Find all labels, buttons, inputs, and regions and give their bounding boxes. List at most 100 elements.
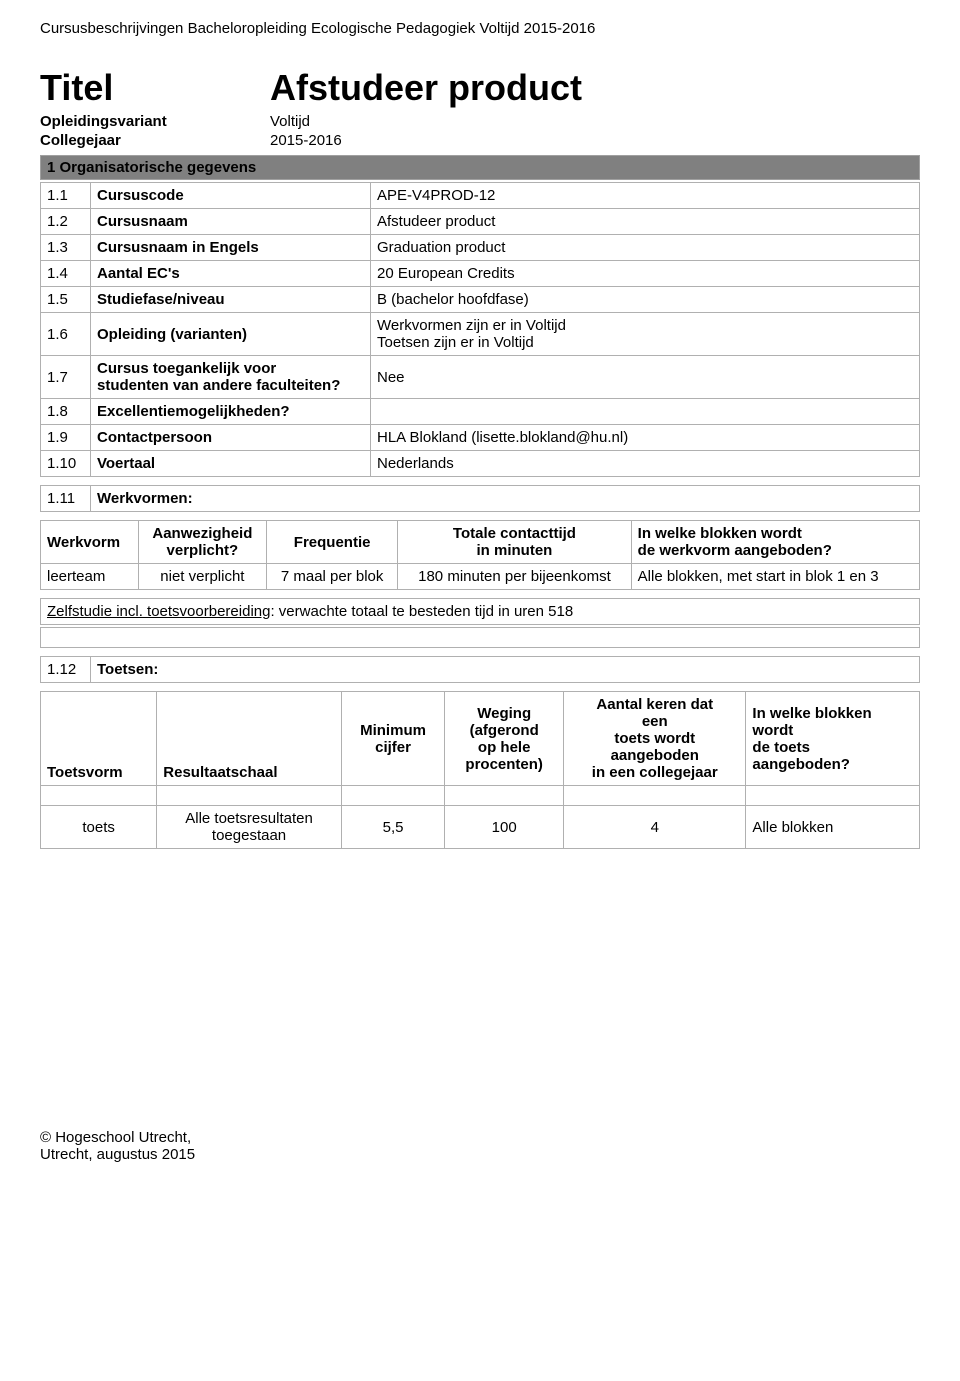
col-header-line: in minuten <box>477 542 553 559</box>
col-header: Aanwezigheid verplicht? <box>138 521 266 564</box>
footer-line1: © Hogeschool Utrecht, <box>40 1129 191 1146</box>
col-header-line: Weging <box>477 705 531 722</box>
cell: 100 <box>445 806 564 849</box>
page-header: Cursusbeschrijvingen Bacheloropleiding E… <box>40 20 920 37</box>
row-label: Voertaal <box>91 451 371 477</box>
row-num: 1.1 <box>41 183 91 209</box>
cell-line: toegestaan <box>212 827 286 844</box>
col-header-line: een <box>642 713 668 730</box>
row-value: B (bachelor hoofdfase) <box>371 287 920 313</box>
row-label-line1: Cursus toegankelijk voor <box>97 360 276 377</box>
table-row: 1.3 Cursusnaam in Engels Graduation prod… <box>41 235 920 261</box>
table-row: 1.5 Studiefase/niveau B (bachelor hoofdf… <box>41 287 920 313</box>
col-header: Aantal keren dat een toets wordt aangebo… <box>564 692 746 786</box>
row-label: Aantal EC's <box>91 261 371 287</box>
row-label: Cursus toegankelijk voor studenten van a… <box>91 356 371 399</box>
col-header: Werkvorm <box>41 521 139 564</box>
cell: 180 minuten per bijeenkomst <box>398 564 631 590</box>
col-header-line: aangeboden? <box>752 756 850 773</box>
col-header: Frequentie <box>267 521 398 564</box>
table-row: 1.11 Werkvormen: <box>41 486 920 512</box>
cell: Alle toetsresultaten toegestaan <box>157 806 342 849</box>
empty-row <box>41 628 920 648</box>
table-row: 1.7 Cursus toegankelijk voor studenten v… <box>41 356 920 399</box>
col-header: Weging (afgerond op hele procenten) <box>445 692 564 786</box>
footer-line2: Utrecht, augustus 2015 <box>40 1146 195 1163</box>
col-header-line: toets wordt <box>614 730 695 747</box>
table-header-row: Werkvorm Aanwezigheid verplicht? Frequen… <box>41 521 920 564</box>
section-1-header: 1 Organisatorische gegevens <box>40 155 920 180</box>
col-header-line: Totale contacttijd <box>453 525 576 542</box>
zelfstudie-row: Zelfstudie incl. toetsvoorbereiding: ver… <box>40 598 920 625</box>
table-row: 1.10 Voertaal Nederlands <box>41 451 920 477</box>
table-row: toets Alle toetsresultaten toegestaan 5,… <box>41 806 920 849</box>
row-num: 1.5 <box>41 287 91 313</box>
row-num: 1.12 <box>41 657 91 683</box>
col-header: Totale contacttijd in minuten <box>398 521 631 564</box>
row-label-line2: studenten van andere faculteiten? <box>97 377 340 394</box>
row-num: 1.2 <box>41 209 91 235</box>
table-row: 1.9 Contactpersoon HLA Blokland (lisette… <box>41 425 920 451</box>
toetsen-table: Toetsvorm Resultaatschaal Minimum cijfer… <box>40 691 920 849</box>
row-value: HLA Blokland (lisette.blokland@hu.nl) <box>371 425 920 451</box>
table-row: 1.12 Toetsen: <box>41 657 920 683</box>
cell: 7 maal per blok <box>267 564 398 590</box>
org-data-table: 1.1 Cursuscode APE-V4PROD-12 1.2 Cursusn… <box>40 182 920 477</box>
col-header-line: Minimum <box>360 722 426 739</box>
row-value-line1: Werkvormen zijn er in Voltijd <box>377 317 566 334</box>
zelfstudie-label: Zelfstudie incl. toetsvoorbereiding <box>47 603 270 620</box>
col-header-line: wordt <box>752 722 793 739</box>
cell-line: Alle toetsresultaten <box>185 810 313 827</box>
table-header-row: Toetsvorm Resultaatschaal Minimum cijfer… <box>41 692 920 786</box>
werkvormen-header-table: 1.11 Werkvormen: <box>40 485 920 512</box>
col-header-line: Aanwezigheid <box>152 525 252 542</box>
row-value: Afstudeer product <box>371 209 920 235</box>
row-num: 1.10 <box>41 451 91 477</box>
col-header-line: In welke blokken <box>752 705 871 722</box>
year-row: Collegejaar 2015-2016 <box>40 132 920 149</box>
row-label: Cursusnaam <box>91 209 371 235</box>
row-label: Opleiding (varianten) <box>91 313 371 356</box>
col-header-line: procenten) <box>465 756 543 773</box>
variant-row: Opleidingsvariant Voltijd <box>40 113 920 130</box>
table-row: leerteam niet verplicht 7 maal per blok … <box>41 564 920 590</box>
row-label: Studiefase/niveau <box>91 287 371 313</box>
row-value-line2: Toetsen zijn er in Voltijd <box>377 334 534 351</box>
row-num: 1.4 <box>41 261 91 287</box>
page-footer: © Hogeschool Utrecht, Utrecht, augustus … <box>40 1129 920 1163</box>
table-row: 1.6 Opleiding (varianten) Werkvormen zij… <box>41 313 920 356</box>
year-label: Collegejaar <box>40 132 270 149</box>
col-header-line: (afgerond <box>470 722 539 739</box>
zelfstudie-text: : verwachte totaal te besteden tijd in u… <box>270 603 573 620</box>
title-label: Titel <box>40 67 270 109</box>
zelfstudie-empty-table <box>40 627 920 648</box>
col-header: Resultaatschaal <box>157 692 342 786</box>
row-label: Contactpersoon <box>91 425 371 451</box>
row-label: Toetsen: <box>91 657 920 683</box>
col-header-line: de werkvorm aangeboden? <box>638 542 832 559</box>
col-header-line: Aantal keren dat <box>596 696 713 713</box>
col-header-line: cijfer <box>375 739 411 756</box>
col-header-line: in een collegejaar <box>592 764 718 781</box>
row-label: Werkvormen: <box>91 486 920 512</box>
col-header: Toetsvorm <box>41 692 157 786</box>
row-num: 1.3 <box>41 235 91 261</box>
row-value <box>371 399 920 425</box>
col-header-line: verplicht? <box>167 542 239 559</box>
cell: niet verplicht <box>138 564 266 590</box>
row-label: Cursuscode <box>91 183 371 209</box>
title-value: Afstudeer product <box>270 67 582 109</box>
col-header-line: In welke blokken wordt <box>638 525 802 542</box>
row-num: 1.6 <box>41 313 91 356</box>
cell: leerteam <box>41 564 139 590</box>
row-num: 1.7 <box>41 356 91 399</box>
table-row: 1.2 Cursusnaam Afstudeer product <box>41 209 920 235</box>
title-row: Titel Afstudeer product <box>40 67 920 109</box>
row-value: 20 European Credits <box>371 261 920 287</box>
row-value: Nederlands <box>371 451 920 477</box>
year-value: 2015-2016 <box>270 132 342 149</box>
variant-value: Voltijd <box>270 113 310 130</box>
row-label: Cursusnaam in Engels <box>91 235 371 261</box>
row-value: Werkvormen zijn er in Voltijd Toetsen zi… <box>371 313 920 356</box>
row-value: APE-V4PROD-12 <box>371 183 920 209</box>
